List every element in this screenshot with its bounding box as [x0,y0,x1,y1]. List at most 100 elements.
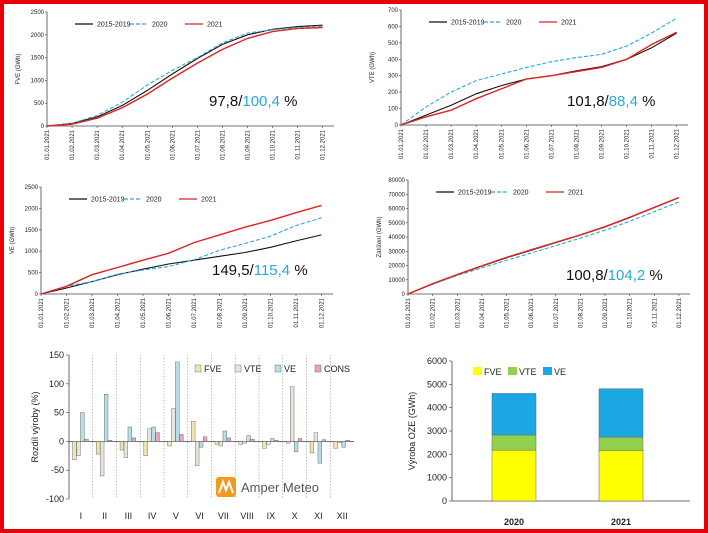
series-line-2015-2019 [46,24,323,127]
x-tick-label: 01.08.2021 [574,128,580,159]
ratio-separator: / [250,262,255,279]
y-tick-label: 200 [388,90,399,96]
ratio-unit: % [638,93,656,110]
ratio-annotation: 97,8/100,4 % [209,93,297,110]
y-axis-title: Rozdíl výroby (%) [30,391,40,462]
x-tick-label: 2021 [611,517,631,527]
bar-VE-VI [199,441,204,448]
y-tick-label: 1000 [31,78,45,84]
bar-VTE-XI [313,432,318,442]
stacked-production-chart: 0 1000 2000 3000 4000 5000 6000 Výroba OZE (GWh… [407,356,690,527]
bar-VTE-VI [195,441,200,466]
legend-swatch [508,367,517,375]
line-chart-4: 0 10000 20000 30000 40000 50000 60000 70000 8000… [377,178,690,328]
x-tick-label: 01.07.2021 [554,297,560,328]
y-tick-label: 2000 [31,33,45,39]
x-tick-label: 2020 [504,517,524,527]
y-tick-label: 0 [41,124,45,130]
bar-VE-XII [341,441,346,448]
legend-label: CONS [324,364,350,374]
logo-text: Amper Meteo [241,480,319,495]
y-tick-label: 100 [49,379,64,389]
y-tick-label: 60000 [388,207,405,213]
y-tick-label: 6000 [427,356,447,366]
x-tick-label: 01.11.2021 [294,297,300,327]
y-tick-label: 100 [388,107,399,113]
bar-VTE-2021 [598,436,644,451]
x-tick-label: XI [314,511,323,521]
legend-label: VTE [519,367,537,377]
y-tick-label: 30000 [388,249,405,255]
legend-label: VTE [244,364,262,374]
y-tick-label: -100 [46,494,64,504]
bar-CONS-VI [202,436,208,442]
bar-CONS-VII [226,437,231,442]
bar-FVE-XII [333,441,338,449]
y-tick-label: 400 [388,57,399,63]
y-tick-label: 2000 [25,206,39,212]
bar-VE-V [175,361,180,442]
y-tick-label: 0 [402,292,406,298]
legend-swatch [194,364,202,373]
series-line-2020 [46,25,323,127]
y-tick-label: 80000 [388,178,405,184]
ratio-annotation: 149,5/115,4 % [212,262,308,279]
y-tick-label: -50 [51,465,64,475]
x-tick-label: IV [148,511,157,521]
x-tick-label: 01.07.2021 [192,297,198,328]
x-tick-label: V [173,511,179,521]
y-tick-label: 0 [35,292,39,298]
bar-FVE-II [96,441,101,455]
bar-FVE-VIII [238,441,243,445]
legend-swatch [543,367,552,375]
ratio-separator: / [604,267,609,284]
x-tick-label: 01.05.2021 [145,129,151,160]
bar-CONS-V [179,434,184,442]
bar-VTE-XII [337,441,342,443]
x-tick-label: 01.07.2021 [195,129,201,160]
bar-CONS-X [297,438,303,442]
bar-VTE-2020 [491,434,537,451]
y-tick-label: 40000 [388,235,405,241]
legend-label: VE [554,367,566,377]
x-tick-label: 01.12.2021 [677,297,683,328]
bar-VE-I [80,412,85,442]
y-tick-label: 700 [388,8,399,14]
bar-VE-2021 [598,388,644,438]
x-tick-label: 01.03.2021 [449,128,455,159]
x-tick-label: 01.02.2021 [65,297,71,328]
x-tick-label: 01.01.2021 [45,129,51,160]
y-tick-label: 0 [59,436,64,446]
x-tick-label: 01.12.2021 [321,129,327,160]
ratio-unit: % [645,267,663,284]
y-tick-label: 1000 [427,473,447,483]
x-tick-label: 01.04.2021 [120,129,126,160]
y-tick-label: 0 [395,123,399,129]
y-tick-label: 50000 [388,221,405,227]
bar-VTE-IX [266,441,271,445]
x-tick-label: 01.10.2021 [271,129,277,160]
y-tick-label: 500 [28,271,39,277]
bar-VE-IV [151,426,156,442]
x-tick-label: 01.02.2021 [70,129,76,160]
line-chart-1: 0 500 1000 1500 2000 2500 01.01.2021 01.02.2021… [16,10,334,160]
bar-VTE-I [76,441,81,456]
series-line-2021 [407,196,680,295]
bar-FVE-IV [143,441,148,456]
y-tick-label: 2000 [427,449,447,459]
y-axis-title: Zatížení (GWh) [377,216,383,257]
x-tick-label: 01.01.2021 [399,128,405,159]
legend-label: 2021 [207,22,223,29]
amper-meteo-logo: Amper Meteo [216,477,319,497]
x-tick-label: XII [337,511,348,521]
y-tick-label: 4000 [427,403,447,413]
legend-label: FVE [204,364,222,374]
bar-FVE-X [286,441,291,444]
x-tick-label: 01.09.2021 [600,128,606,159]
x-tick-label: 01.06.2021 [529,297,535,328]
legend-label: VE [284,364,296,374]
legend-label: 2021 [561,20,577,27]
y-axis-title: Výroba OZE (GWh) [407,392,417,471]
